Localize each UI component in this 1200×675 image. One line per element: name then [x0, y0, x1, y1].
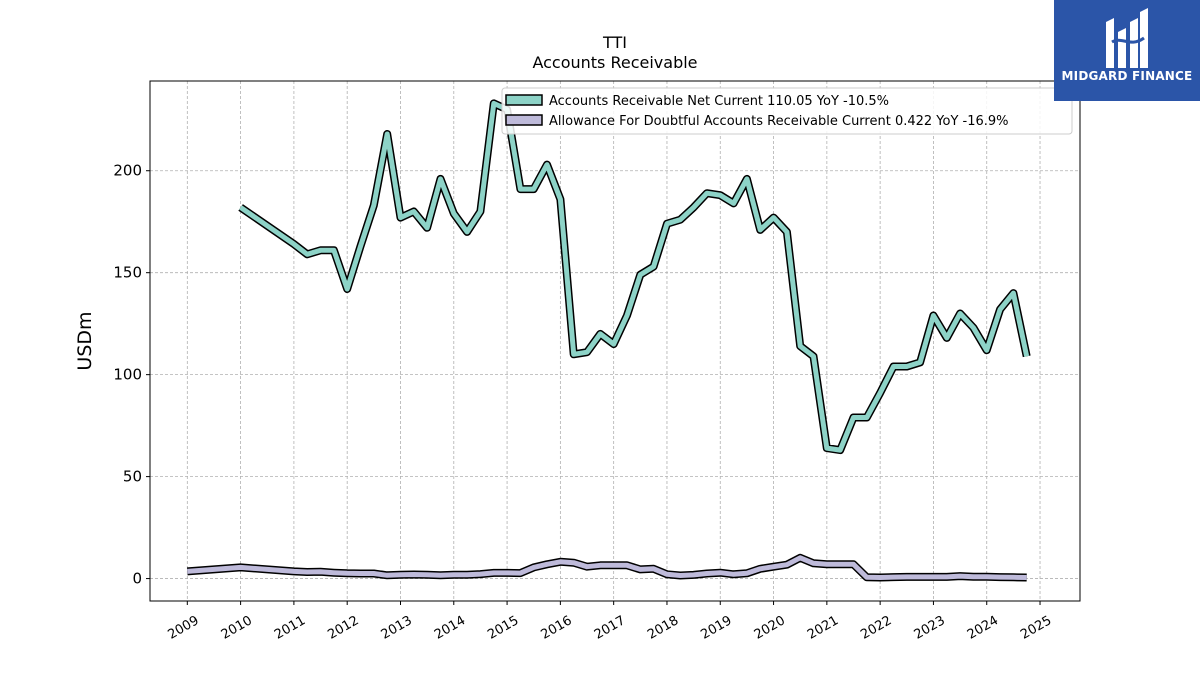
chart-subtitle: Accounts Receivable: [532, 53, 697, 72]
x-tick-label: 2016: [539, 613, 575, 643]
brand-logo: MIDGARD FINANCE: [1054, 0, 1200, 101]
plot-frame: [149, 80, 1081, 602]
x-tick-label: 2020: [752, 613, 788, 643]
brand-name: MIDGARD FINANCE: [1061, 69, 1193, 83]
legend-swatch-1: [505, 94, 543, 106]
y-tick-label: 0: [132, 570, 142, 588]
series-layer: [187, 99, 1031, 582]
x-tick-label: 2024: [965, 613, 1001, 643]
x-tick-label: 2025: [1018, 613, 1054, 643]
x-tick-label: 2019: [698, 613, 734, 643]
y-tick-label: 50: [123, 468, 142, 486]
y-tick-label: 100: [113, 366, 142, 384]
x-tick-label: 2023: [912, 613, 948, 643]
legend-swatch-2: [505, 114, 543, 126]
x-tick-label: 2011: [272, 613, 308, 643]
legend: Accounts Receivable Net Current 110.05 Y…: [501, 87, 1073, 135]
midgard-finance-logo-icon: [1106, 8, 1148, 68]
series-1-line: [239, 100, 1030, 453]
x-tick-label: 2013: [379, 613, 415, 643]
x-tick-label: 2021: [805, 613, 841, 643]
series-2-line: [187, 555, 1027, 580]
x-tick-label: 2015: [485, 613, 521, 643]
y-axis: 0 50 100 150 200: [113, 162, 150, 588]
x-tick-label: 2010: [219, 613, 255, 643]
grid: [150, 81, 1080, 601]
chart-title: TTI: [602, 33, 627, 52]
legend-entry-2: Allowance For Doubtful Accounts Receivab…: [549, 114, 1009, 129]
x-tick-label: 2009: [165, 613, 201, 643]
y-axis-label: USDm: [74, 311, 96, 370]
x-tick-label: 2022: [858, 613, 894, 643]
legend-box: [501, 87, 1073, 135]
x-axis: 2009 2010 2011 2012 2013 2014 2015 2016 2017 2018…: [165, 601, 1054, 643]
y-tick-label: 150: [113, 264, 142, 282]
x-tick-label: 2012: [325, 613, 361, 643]
x-tick-label: 2017: [592, 613, 628, 643]
x-tick-label: 2014: [432, 613, 468, 643]
series-1-outline: [238, 99, 1031, 455]
x-tick-label: 2018: [645, 613, 681, 643]
legend-entry-1: Accounts Receivable Net Current 110.05 Y…: [549, 94, 889, 109]
y-tick-label: 200: [113, 162, 142, 180]
